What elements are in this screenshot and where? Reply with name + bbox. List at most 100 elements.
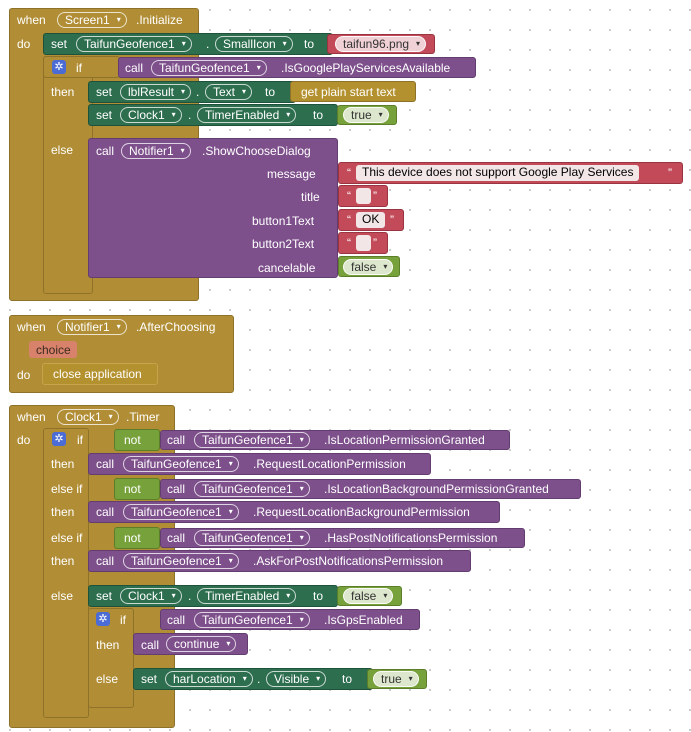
button1text-param-label: button1Text (252, 214, 315, 228)
title-param-label: title (301, 190, 320, 204)
else-keyword: else (96, 672, 119, 686)
asset-dropdown[interactable]: taifun96.png ▾ (335, 36, 427, 52)
component-dropdown[interactable]: TaifunGeofence1 ▾ (194, 530, 310, 546)
title-text-field[interactable] (356, 188, 371, 204)
when-label: when (17, 410, 46, 424)
chevron-down-icon: ▾ (282, 39, 287, 48)
screen1-component-dropdown[interactable]: Screen1 ▾ (57, 12, 127, 28)
gear-icon[interactable]: ✲ (52, 432, 66, 446)
call-askforpostnotificationspermission-block[interactable] (88, 550, 471, 572)
not-block[interactable] (114, 429, 160, 451)
inner-if-block[interactable] (88, 608, 134, 708)
choice-parameter-label: choice (36, 343, 71, 357)
component-dropdown[interactable]: TaifunGeofence1 ▾ (123, 456, 239, 472)
open-quote-icon: “ (347, 166, 351, 180)
do-label: do (17, 433, 31, 447)
boolean-dropdown[interactable]: true ▾ (343, 107, 389, 123)
method-label: .HasPostNotificationsPermission (324, 531, 498, 545)
dot-label: . (196, 85, 200, 99)
call-keyword: call (167, 433, 186, 447)
component-dropdown[interactable]: lblResult ▾ (120, 84, 192, 100)
else-if-keyword: else if (51, 531, 83, 545)
not-block[interactable] (114, 478, 160, 500)
component-dropdown[interactable]: Notifier1 ▾ (121, 143, 191, 159)
chevron-down-icon: ▾ (299, 533, 304, 542)
do-label: do (17, 368, 31, 382)
boolean-dropdown[interactable]: false ▾ (343, 259, 394, 275)
call-requestlocationbackgroundpermission-block[interactable] (88, 501, 500, 523)
to-keyword: to (313, 589, 324, 603)
component-dropdown[interactable]: harLocation ▾ (165, 671, 253, 687)
dot-label: . (188, 589, 192, 603)
call-keyword: call (167, 482, 186, 496)
call-islocationbackgroundpermissiongranted-block[interactable] (160, 479, 581, 499)
component-dropdown[interactable]: TaifunGeofence1 ▾ (151, 60, 267, 76)
call-isgpsenabled-block[interactable] (160, 609, 420, 630)
component-dropdown[interactable]: TaifunGeofence1 ▾ (194, 432, 310, 448)
boolean-dropdown[interactable]: false ▾ (343, 588, 394, 604)
if-elseif-block[interactable] (43, 428, 89, 718)
button2-text-field[interactable] (356, 235, 371, 251)
component-dropdown[interactable]: Clock1 ▾ (120, 588, 182, 604)
message-param-label: message (267, 167, 316, 181)
chevron-down-icon: ▾ (116, 15, 121, 24)
else-keyword: else (51, 589, 74, 603)
component-dropdown[interactable]: Clock1 ▾ (120, 107, 182, 123)
button1-text-field[interactable]: OK (356, 212, 386, 228)
call-requestlocationpermission-block[interactable] (88, 453, 431, 475)
message-text-field[interactable]: This device does not support Google Play… (356, 165, 640, 181)
then-keyword: then (51, 554, 75, 568)
chevron-down-icon: ▾ (383, 262, 388, 271)
set-keyword: set (141, 672, 158, 686)
event-name-label: .Timer (126, 410, 160, 424)
chevron-down-icon: ▾ (242, 87, 247, 96)
get-plain-start-text-block[interactable] (290, 81, 416, 102)
component-dropdown[interactable]: TaifunGeofence1 ▾ (194, 481, 310, 497)
call-keyword: call (96, 554, 115, 568)
notifier1-component-dropdown[interactable]: Notifier1 ▾ (57, 319, 127, 335)
dot-label: . (188, 108, 192, 122)
method-label: .RequestLocationBackgroundPermission (253, 505, 470, 519)
clock1-component-dropdown[interactable]: Clock1 ▾ (57, 409, 119, 425)
call-islocationpermissiongranted-block[interactable] (160, 430, 510, 450)
call-haspostnotificationspermission-block[interactable] (160, 528, 525, 548)
component-dropdown[interactable]: TaifunGeofence1 ▾ (123, 504, 239, 520)
then-keyword: then (51, 505, 75, 519)
property-dropdown[interactable]: SmallIcon ▾ (215, 36, 293, 52)
not-keyword: not (124, 482, 141, 496)
call-showchoosedialog-block[interactable] (88, 138, 338, 278)
not-block[interactable] (114, 527, 160, 549)
component-dropdown[interactable]: TaifunGeofence1 ▾ (123, 553, 239, 569)
chevron-down-icon: ▾ (180, 146, 185, 155)
gear-icon[interactable]: ✲ (96, 612, 110, 626)
open-quote-icon: “ (347, 213, 351, 227)
component-dropdown[interactable]: TaifunGeofence1 ▾ (76, 36, 192, 52)
dot-label: . (257, 672, 261, 686)
component-dropdown[interactable]: TaifunGeofence1 ▾ (194, 612, 310, 628)
gear-icon[interactable]: ✲ (52, 60, 66, 74)
choice-parameter[interactable] (29, 341, 77, 358)
chevron-down-icon: ▾ (299, 435, 304, 444)
when-label: when (17, 13, 46, 27)
property-dropdown[interactable]: TimerEnabled ▾ (197, 588, 297, 604)
chevron-down-icon: ▾ (108, 412, 113, 421)
then-keyword: then (51, 85, 75, 99)
if-keyword: if (77, 433, 83, 447)
if-keyword: if (76, 61, 82, 75)
boolean-dropdown[interactable]: true ▾ (373, 671, 419, 687)
chevron-down-icon: ▾ (228, 459, 233, 468)
continue-dropdown[interactable]: continue ▾ (166, 636, 237, 652)
property-dropdown[interactable]: TimerEnabled ▾ (197, 107, 297, 123)
call-isgoogleplayservicesavailable-block[interactable] (118, 57, 476, 78)
then-keyword: then (51, 457, 75, 471)
close-application-block[interactable] (42, 363, 158, 385)
when-label: when (17, 320, 46, 334)
method-label: .IsLocationBackgroundPermissionGranted (324, 482, 549, 496)
chevron-down-icon: ▾ (378, 110, 383, 119)
property-dropdown[interactable]: Visible ▾ (266, 671, 327, 687)
chevron-down-icon: ▾ (256, 63, 261, 72)
call-continue-block[interactable] (133, 633, 248, 655)
close-quote-icon: ” (668, 166, 672, 180)
chevron-down-icon: ▾ (299, 484, 304, 493)
property-dropdown[interactable]: Text ▾ (205, 84, 253, 100)
